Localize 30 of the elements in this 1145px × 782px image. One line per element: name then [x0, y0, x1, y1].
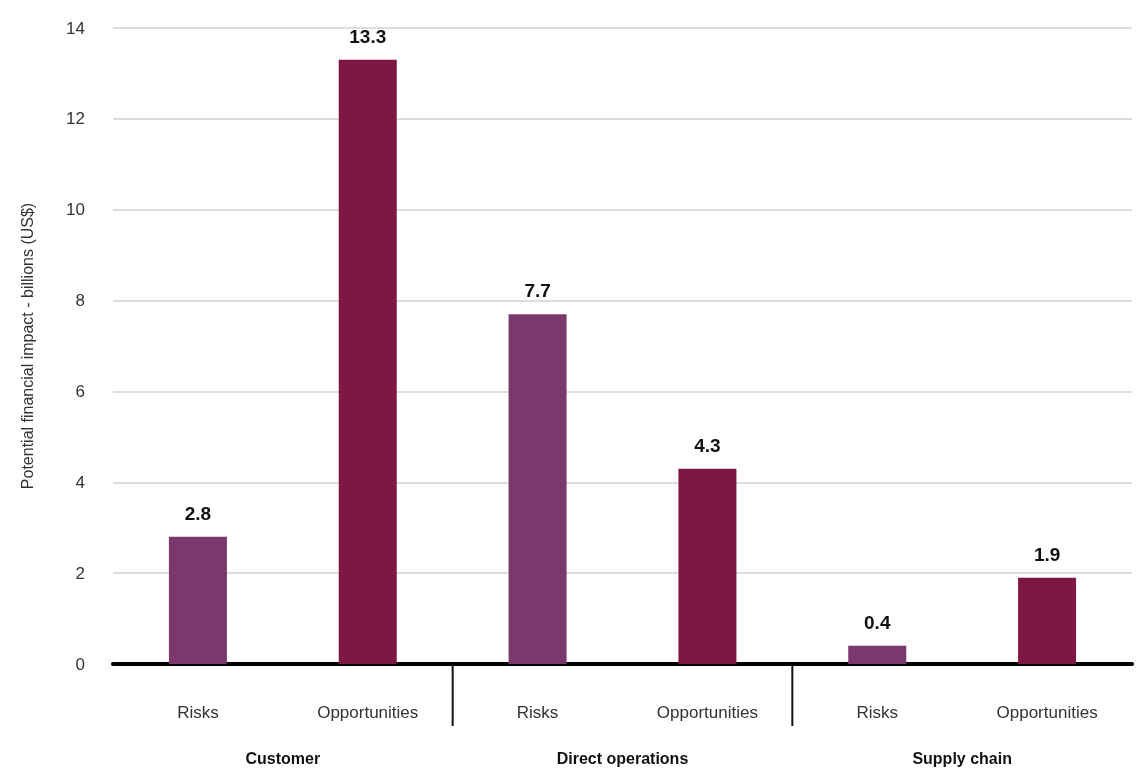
- y-tick-label: 10: [66, 200, 85, 220]
- y-tick-label: 8: [75, 291, 85, 311]
- y-axis-title: Potential financial impact - billions (US$): [18, 202, 36, 490]
- x-tick-label: Risks: [856, 703, 899, 722]
- data-label: 4.3: [694, 434, 721, 456]
- y-tick-label: 12: [66, 109, 85, 129]
- data-label: 2.8: [184, 502, 212, 524]
- bar: [168, 536, 227, 664]
- data-label: 0.4: [864, 611, 891, 633]
- x-tick-label: Opportunities: [656, 703, 758, 722]
- y-tick-label: 2: [75, 563, 85, 583]
- y-tick-label: 6: [75, 381, 85, 401]
- x-tick-label: Risks: [177, 703, 219, 722]
- data-label: 13.3: [349, 25, 387, 47]
- data-label: 7.7: [524, 280, 551, 302]
- bar: [338, 59, 397, 664]
- bar: [1018, 577, 1077, 664]
- y-tick-label: 4: [75, 472, 85, 492]
- y-tick-label: 14: [66, 18, 85, 38]
- text: Customer: [245, 749, 321, 767]
- y-tick-label: 0: [75, 654, 85, 674]
- text: Direct operations: [556, 749, 689, 767]
- bar: [508, 314, 567, 664]
- bar: [848, 645, 907, 664]
- bar: [678, 468, 737, 664]
- text: Supply chain: [912, 749, 1012, 767]
- x-tick-label: Opportunities: [317, 703, 419, 722]
- x-tick-label: Risks: [516, 703, 559, 722]
- data-label: 1.9: [1033, 543, 1061, 565]
- x-tick-label: Opportunities: [996, 703, 1098, 722]
